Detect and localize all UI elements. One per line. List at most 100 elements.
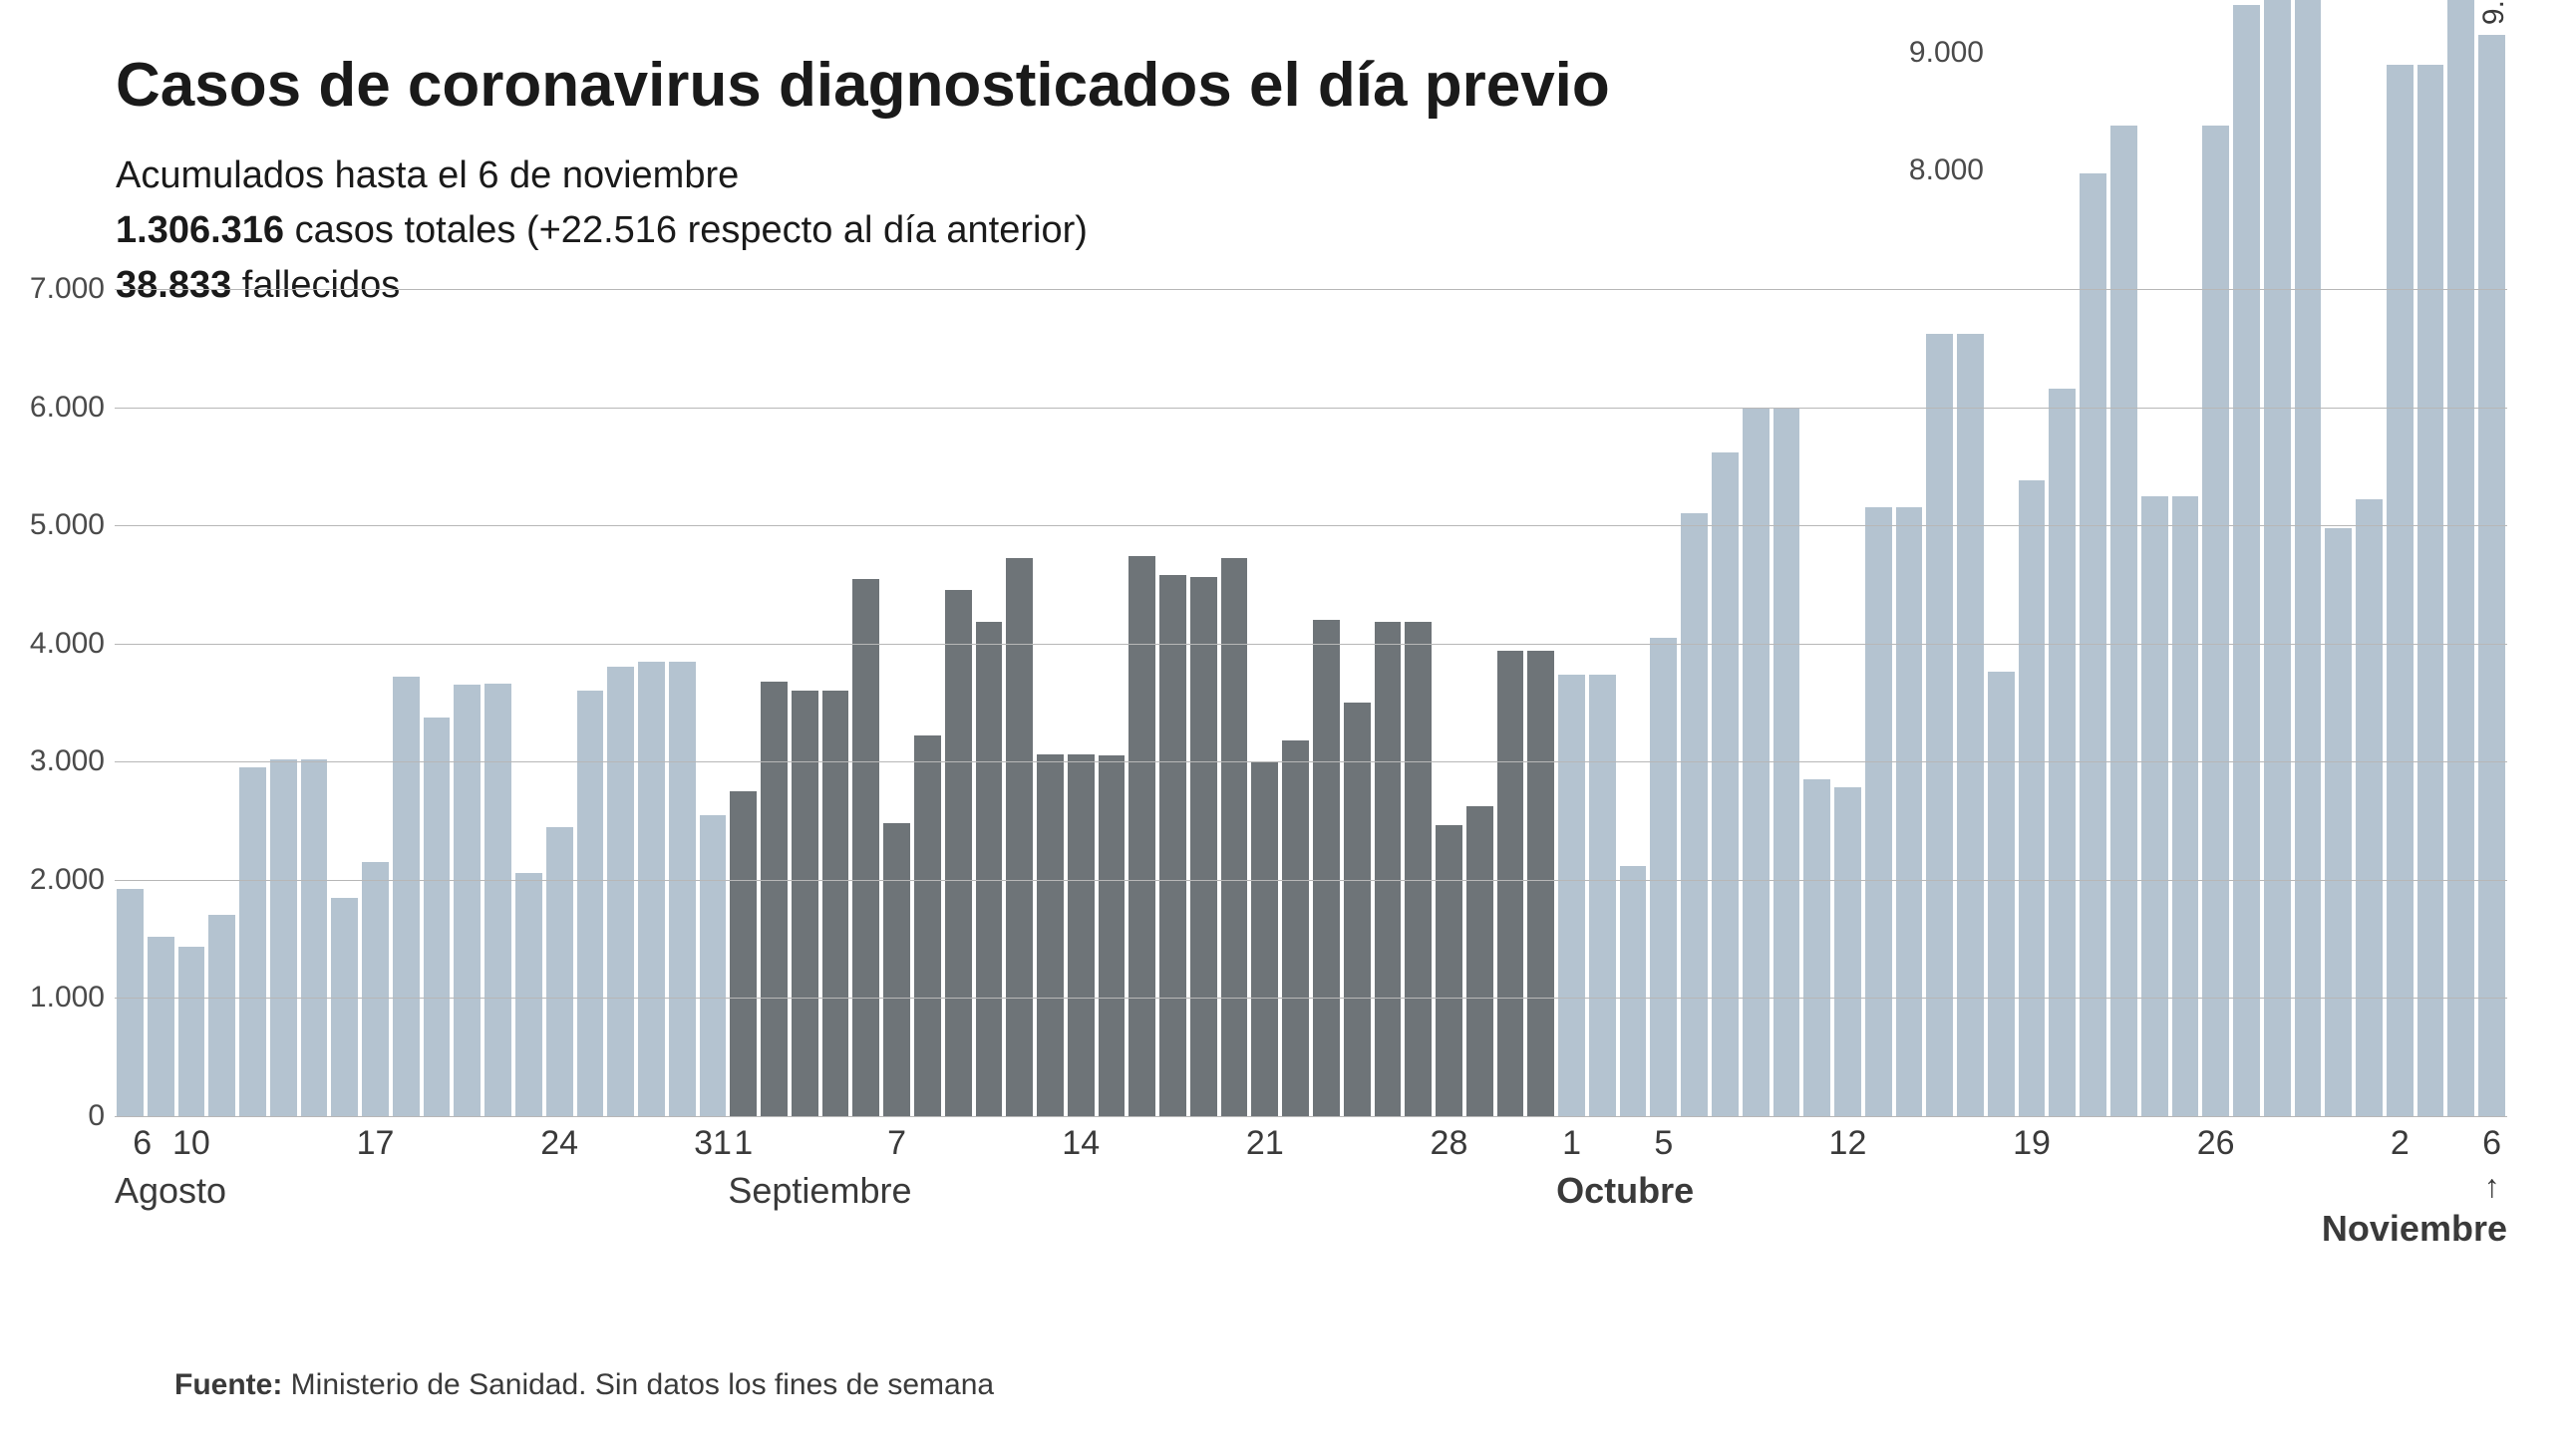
bar — [1650, 638, 1677, 1116]
bar — [239, 767, 266, 1116]
bar — [1558, 675, 1585, 1116]
plot-area: 9.7239.6069.150 01.0002.0003.0004.0005.0… — [115, 289, 2507, 1116]
y-axis-label: 3.000 — [30, 744, 115, 778]
bar — [331, 898, 358, 1116]
bar — [148, 937, 174, 1116]
bar — [362, 862, 389, 1116]
bar — [1099, 755, 1126, 1116]
bar — [270, 759, 297, 1116]
bar — [2387, 65, 2414, 1116]
bar — [1834, 787, 1861, 1116]
x-axis-day-label: 2 — [2391, 1124, 2410, 1163]
bar — [669, 662, 696, 1116]
bar — [792, 691, 818, 1116]
bar — [2447, 0, 2474, 1116]
bar — [1865, 507, 1892, 1116]
x-axis-day-label: 24 — [540, 1124, 578, 1163]
source-note: Fuente: Ministerio de Sanidad. Sin datos… — [174, 1368, 994, 1402]
y-axis-label-right: 9.000 — [1909, 36, 1984, 70]
y-axis-label: 2.000 — [30, 863, 115, 897]
bar — [2049, 389, 2076, 1116]
x-axis-day-label: 31 — [694, 1124, 732, 1163]
x-axis-day-label: 5 — [1654, 1124, 1673, 1163]
bar — [976, 622, 1003, 1116]
bar — [2202, 126, 2229, 1116]
chart-title: Casos de coronavirus diagnosticados el d… — [116, 50, 2516, 121]
bar — [1527, 651, 1554, 1116]
arrow-up-icon: ↑ — [2484, 1168, 2500, 1205]
bar — [1712, 452, 1739, 1116]
y-gridline — [115, 998, 2507, 999]
bar — [1896, 507, 1923, 1116]
bar — [1466, 806, 1493, 1116]
x-axis-day-label: 6 — [2482, 1124, 2501, 1163]
bar — [2172, 496, 2199, 1116]
bar — [1803, 779, 1830, 1116]
y-axis-label-right: 8.000 — [1909, 153, 1984, 187]
bar — [1988, 672, 2015, 1116]
bar-value-label: 9.150 — [2477, 0, 2511, 25]
bar — [1497, 651, 1524, 1116]
y-axis-label: 5.000 — [30, 508, 115, 542]
bar — [1159, 575, 1186, 1116]
subtitle-line-2: 1.306.316 casos totales (+22.516 respect… — [116, 203, 2516, 258]
bar — [2295, 0, 2322, 1116]
bar — [1436, 825, 1462, 1116]
bar — [1313, 620, 1340, 1116]
bar — [1282, 740, 1309, 1116]
bar — [883, 823, 910, 1116]
x-axis-month-label: Septiembre — [728, 1170, 911, 1212]
bar — [301, 759, 328, 1116]
source-text: Ministerio de Sanidad. Sin datos los fin… — [282, 1368, 994, 1401]
bar — [1344, 703, 1371, 1116]
y-axis-label: 7.000 — [30, 272, 115, 306]
bar — [1221, 558, 1248, 1116]
x-axis-month-label: Octubre — [1556, 1170, 1694, 1212]
bar — [2264, 0, 2291, 1116]
bar — [2110, 126, 2137, 1116]
bar — [1405, 622, 1432, 1116]
bar — [1068, 754, 1095, 1116]
bar — [1251, 761, 1278, 1116]
y-gridline — [115, 408, 2507, 409]
bar — [607, 667, 634, 1116]
bar — [2233, 5, 2260, 1116]
bar — [2080, 173, 2106, 1116]
x-axis-day-label: 6 — [133, 1124, 152, 1163]
x-axis-day-label: 26 — [2197, 1124, 2235, 1163]
y-gridline — [115, 1116, 2507, 1117]
bar — [2141, 496, 2168, 1116]
bar — [1620, 866, 1647, 1116]
x-axis-day-label: 19 — [2013, 1124, 2051, 1163]
bar — [454, 685, 481, 1116]
bar — [2417, 65, 2444, 1116]
y-axis-label: 6.000 — [30, 391, 115, 425]
x-axis-day-label: 1 — [1562, 1124, 1581, 1163]
bar — [822, 691, 849, 1116]
x-axis-day-label: 14 — [1062, 1124, 1100, 1163]
source-label: Fuente: — [174, 1368, 282, 1401]
x-axis-day-label: 21 — [1246, 1124, 1284, 1163]
x-axis-day-label: 28 — [1431, 1124, 1468, 1163]
bar — [638, 662, 665, 1116]
x-axis-labels: 610172431171421281512192626AgostoSeptiem… — [115, 1124, 2507, 1264]
bar — [117, 889, 144, 1116]
bar — [515, 873, 542, 1116]
x-axis-day-label: 10 — [172, 1124, 210, 1163]
bar — [546, 827, 573, 1116]
total-cases-suffix: casos totales (+22.516 respecto al día a… — [284, 209, 1088, 251]
y-gridline — [115, 644, 2507, 645]
bar — [424, 718, 451, 1116]
bar — [577, 691, 604, 1116]
subtitle-line-1: Acumulados hasta el 6 de noviembre — [116, 148, 2516, 203]
bar — [1037, 754, 1064, 1116]
x-axis-day-label: 17 — [357, 1124, 395, 1163]
bar — [945, 590, 972, 1116]
y-gridline — [115, 880, 2507, 881]
y-gridline — [115, 761, 2507, 762]
covid-daily-cases-chart: Casos de coronavirus diagnosticados el d… — [0, 0, 2576, 1450]
bar — [2325, 528, 2352, 1116]
x-axis-month-label: Noviembre — [2322, 1208, 2507, 1250]
bar — [700, 815, 727, 1116]
bars-container: 9.7239.6069.150 — [115, 289, 2507, 1116]
